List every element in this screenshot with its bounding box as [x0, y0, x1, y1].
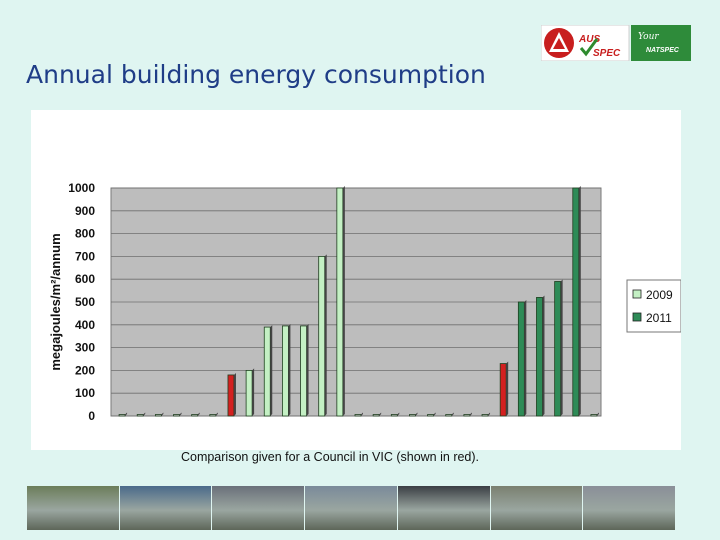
city-aerial-photo — [212, 486, 305, 530]
bar-side — [288, 323, 291, 416]
bar — [590, 414, 598, 417]
green-roof-photo — [119, 486, 212, 530]
y-tick-label: 300 — [75, 341, 95, 355]
bar-side — [469, 412, 472, 416]
bar-side — [542, 295, 545, 416]
night-road-photo — [397, 486, 490, 530]
bar-side — [397, 412, 400, 416]
bar-side — [433, 412, 436, 416]
bar-side — [415, 412, 418, 416]
chart-caption: Comparison given for a Council in VIC (s… — [180, 450, 480, 464]
y-tick-label: 200 — [75, 363, 95, 377]
bar-side — [524, 300, 527, 416]
y-axis-label: megajoules/m²/annum — [48, 233, 63, 370]
bar-side — [361, 412, 363, 416]
bar — [191, 414, 199, 417]
bar-side — [506, 361, 509, 416]
bar-side — [233, 372, 236, 416]
bar — [463, 414, 471, 417]
bar — [536, 297, 543, 417]
bar-side — [324, 254, 327, 416]
bar-side — [560, 279, 563, 416]
y-tick-label: 0 — [88, 409, 95, 423]
bar — [427, 414, 434, 417]
bar-side — [179, 412, 182, 416]
bar-side — [143, 412, 146, 416]
bar-side — [379, 412, 382, 416]
bar-side — [306, 323, 309, 416]
bar — [118, 414, 126, 417]
bar — [445, 414, 453, 417]
natspec-logo: Your NATSPEC — [631, 25, 691, 61]
bar — [173, 414, 180, 417]
chart-panel: 0 100 200 300 400 500 600 700 800 900 1000 megajoul… — [31, 110, 681, 450]
legend-swatch-2011 — [632, 312, 642, 322]
bar — [554, 281, 562, 417]
photo-strip — [27, 486, 676, 530]
logos: AUS SPEC Your NATSPEC — [540, 24, 691, 62]
aus-spec-logo: AUS SPEC — [540, 24, 630, 62]
street-trees-photo — [490, 486, 583, 530]
bar — [336, 187, 344, 417]
bar-side — [488, 412, 491, 416]
legend-label-2011: 2011 — [646, 311, 672, 325]
suburban-road-photo — [27, 486, 119, 530]
energy-bar-chart: 0 100 200 300 400 500 600 700 800 900 1000 megajoul… — [48, 181, 681, 423]
bar — [209, 414, 217, 417]
bar — [390, 414, 398, 417]
bar-side — [270, 325, 273, 416]
bar-side — [252, 368, 255, 416]
bar — [481, 414, 489, 417]
bar-side — [596, 412, 599, 416]
y-tick-label: 1000 — [68, 181, 95, 195]
spec-logo-text: SPEC — [593, 48, 621, 59]
y-tick-label: 500 — [75, 295, 95, 309]
aus-logo-text: AUS — [578, 34, 600, 45]
legend — [626, 279, 681, 333]
bar — [372, 414, 380, 417]
bar-side — [451, 412, 454, 416]
bar — [300, 325, 307, 417]
bar — [354, 414, 362, 417]
bar — [282, 325, 289, 417]
y-tick-label: 100 — [75, 386, 95, 400]
legend-label-2009: 2009 — [646, 288, 673, 302]
y-tick-label: 400 — [75, 318, 95, 332]
bar — [154, 414, 162, 417]
bar — [227, 374, 235, 417]
bar-side — [197, 412, 200, 416]
bar — [318, 255, 326, 417]
y-tick-label: 600 — [75, 272, 95, 286]
y-tick-label: 900 — [75, 204, 95, 218]
slide-title: Annual building energy consumption — [26, 60, 486, 89]
bar — [136, 414, 144, 417]
bar-side — [578, 186, 581, 416]
bar — [517, 301, 525, 417]
bar — [499, 363, 507, 417]
bar — [572, 187, 580, 417]
bar-side — [215, 412, 218, 416]
bar-side — [342, 186, 345, 416]
your-logo-text: Your — [638, 32, 659, 42]
legend-swatch-2009 — [632, 289, 642, 299]
bar-side — [125, 412, 128, 416]
natspec-logo-text: NATSPEC — [646, 47, 680, 54]
bar-side — [161, 412, 164, 416]
y-tick-label: 800 — [75, 227, 95, 241]
bar — [409, 414, 416, 417]
waterfront-photo — [305, 486, 397, 530]
bar — [263, 326, 271, 417]
bar — [245, 369, 253, 417]
city-towers-photo — [583, 486, 676, 530]
y-tick-label: 700 — [75, 249, 95, 263]
